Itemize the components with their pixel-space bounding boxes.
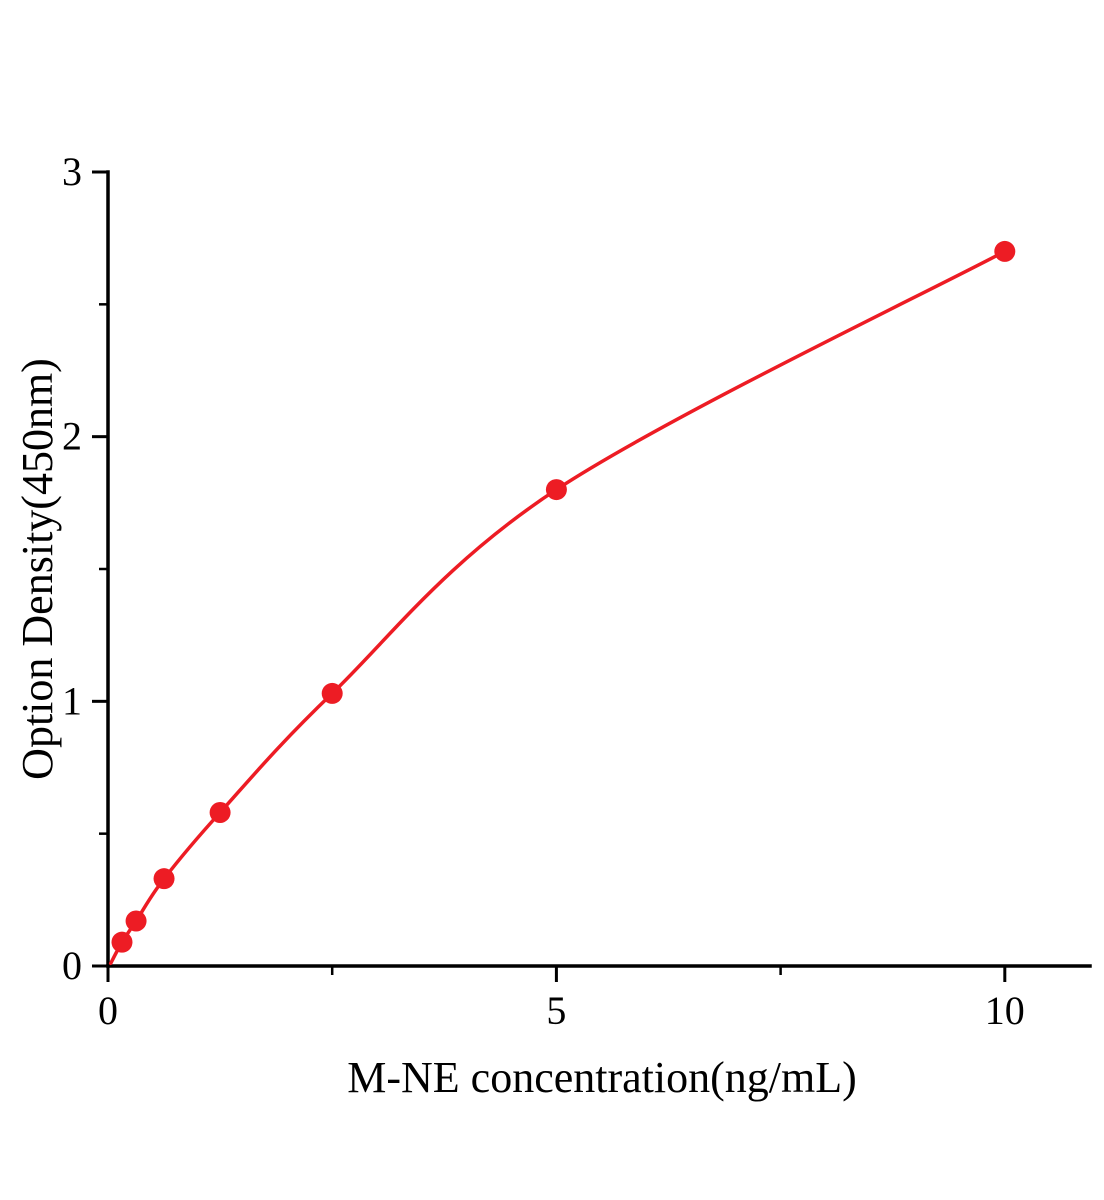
- x-tick-label: 10: [985, 988, 1025, 1033]
- x-tick-label: 0: [98, 988, 118, 1033]
- data-point: [321, 682, 343, 704]
- data-point: [994, 240, 1016, 262]
- y-tick-label: 3: [62, 149, 82, 194]
- data-point: [545, 479, 567, 501]
- y-tick-label: 1: [62, 678, 82, 723]
- fit-curve: [108, 249, 1007, 966]
- plot-area: 0 1 2 3 0 5 10: [62, 149, 1092, 1033]
- y-tick-label: 2: [62, 414, 82, 459]
- y-axis-label: Option Density(450nm): [13, 358, 62, 780]
- data-point: [125, 910, 147, 932]
- data-point: [209, 801, 231, 823]
- x-axis-label: M-NE concentration(ng/mL): [347, 1053, 857, 1102]
- y-tick-label: 0: [62, 943, 82, 988]
- data-point: [111, 931, 133, 953]
- x-tick-label: 5: [546, 988, 566, 1033]
- data-point: [153, 868, 175, 890]
